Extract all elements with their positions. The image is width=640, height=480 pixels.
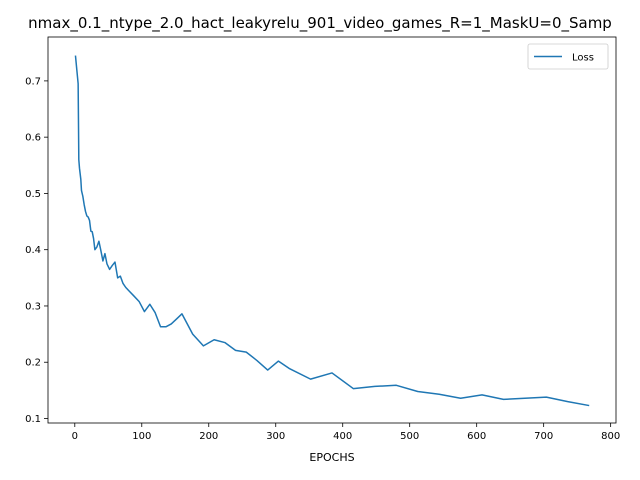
x-tick-label: 500 <box>400 431 419 442</box>
axes-frame <box>47 36 617 424</box>
legend-label-loss: Loss <box>572 53 594 64</box>
x-tick-label: 700 <box>534 431 553 442</box>
y-tick-label: 0.7 <box>25 76 41 87</box>
x-tick-label: 600 <box>467 431 486 442</box>
x-tick-label: 100 <box>132 431 151 442</box>
legend-box <box>527 43 609 70</box>
x-tick-label: 0 <box>72 431 78 442</box>
y-axis-ticks: 0.1 0.2 0.3 0.4 0.5 0.6 0.7 <box>25 76 48 425</box>
y-tick-label: 0.1 <box>25 414 41 425</box>
y-tick-label: 0.6 <box>25 133 41 144</box>
legend: Loss <box>527 43 609 70</box>
x-tick-label: 300 <box>266 431 285 442</box>
y-tick-label: 0.2 <box>25 358 41 369</box>
y-tick-label: 0.4 <box>25 245 41 256</box>
x-tick-label: 800 <box>601 431 620 442</box>
x-tick-label: 200 <box>199 431 218 442</box>
y-tick-label: 0.3 <box>25 301 41 312</box>
y-tick-label: 0.5 <box>25 189 41 200</box>
x-axis-ticks: 0 100 200 300 400 500 600 700 800 <box>72 423 620 442</box>
series-line-loss <box>74 55 590 407</box>
x-tick-label: 400 <box>333 431 352 442</box>
x-axis-label: EPOCHS <box>309 451 354 464</box>
chart-title: nmax_0.1_ntype_2.0_hact_leakyrelu_901_vi… <box>28 14 612 33</box>
series-group <box>74 55 590 407</box>
